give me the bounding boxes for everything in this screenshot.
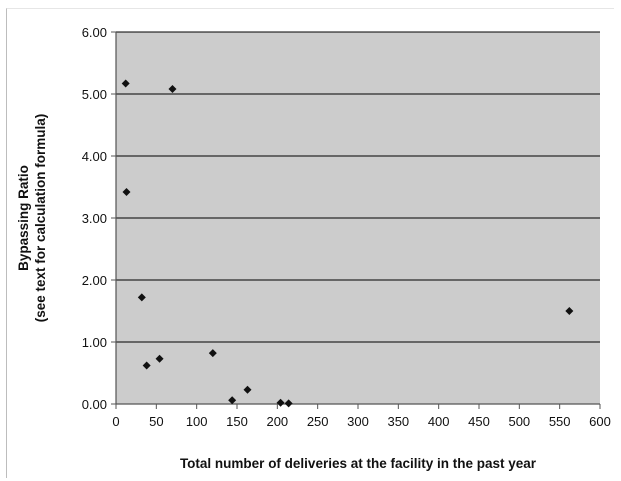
data-points bbox=[121, 79, 574, 408]
y-tick-label: 4.00 bbox=[82, 149, 107, 164]
y-tick-label: 5.00 bbox=[82, 87, 107, 102]
axes bbox=[111, 31, 601, 409]
y-axis-title-line1: Bypassing Ratio bbox=[16, 165, 31, 271]
x-tick-label: 0 bbox=[112, 414, 119, 429]
y-tick-label: 3.00 bbox=[82, 211, 107, 226]
data-point-8 bbox=[243, 385, 252, 394]
x-tick-label: 350 bbox=[387, 414, 409, 429]
chart-frame bbox=[6, 8, 614, 478]
y-tick-label: 6.00 bbox=[82, 25, 107, 40]
data-point-2 bbox=[168, 85, 177, 94]
x-tick-label: 450 bbox=[468, 414, 490, 429]
y-axis-title-line2: (see text for calculation formula) bbox=[33, 114, 48, 323]
data-point-7 bbox=[228, 396, 237, 405]
data-point-9 bbox=[276, 398, 285, 407]
x-tick-label: 200 bbox=[266, 414, 288, 429]
data-point-3 bbox=[137, 293, 146, 302]
y-tick-label: 2.00 bbox=[82, 273, 107, 288]
x-axis-title: Total number of deliveries at the facili… bbox=[180, 456, 537, 471]
data-point-10 bbox=[284, 399, 293, 408]
x-tick-label: 150 bbox=[226, 414, 248, 429]
x-tick-labels: 0 50 100 150 200 250 300 350 400 450 500 550 600 bbox=[112, 414, 610, 429]
data-point-0 bbox=[121, 79, 130, 88]
data-point-11 bbox=[565, 307, 574, 315]
x-tick-label: 300 bbox=[347, 414, 369, 429]
x-tick-label: 500 bbox=[508, 414, 530, 429]
y-tick-label: 1.00 bbox=[82, 335, 107, 350]
gridlines bbox=[116, 31, 600, 343]
x-tick-label: 50 bbox=[149, 414, 163, 429]
x-tick-label: 600 bbox=[589, 414, 611, 429]
x-tick-label: 100 bbox=[186, 414, 208, 429]
data-point-1 bbox=[122, 187, 131, 196]
x-tick-label: 400 bbox=[428, 414, 450, 429]
y-tick-labels: 0.00 1.00 2.00 3.00 4.00 5.00 6.00 bbox=[82, 25, 107, 412]
data-point-5 bbox=[155, 354, 164, 363]
data-point-6 bbox=[208, 349, 217, 358]
data-point-4 bbox=[142, 361, 151, 370]
x-tick-label: 250 bbox=[307, 414, 329, 429]
x-tick-label: 550 bbox=[549, 414, 571, 429]
y-tick-label: 0.00 bbox=[82, 397, 107, 412]
